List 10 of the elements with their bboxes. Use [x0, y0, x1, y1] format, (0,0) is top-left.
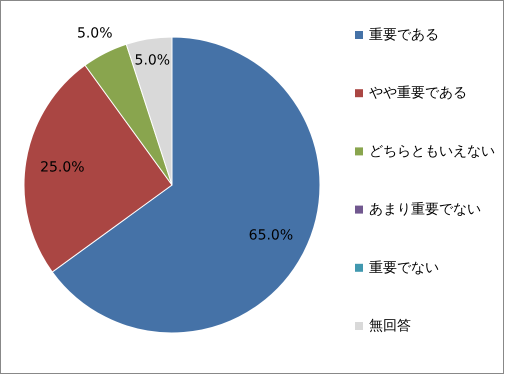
legend-label: 重要でない — [369, 260, 439, 276]
legend-label: やや重要である — [369, 85, 467, 102]
data-label: 5.0% — [134, 52, 170, 69]
legend-label: どちらともいえない — [369, 143, 495, 160]
legend-label: 無回答 — [369, 318, 411, 334]
legend-label: 重要である — [369, 27, 439, 43]
legend-label: あまり重要でない — [369, 202, 481, 218]
data-label: 5.0% — [76, 25, 113, 42]
data-label: 65.0% — [248, 227, 294, 244]
data-label: 25.0% — [40, 160, 85, 176]
